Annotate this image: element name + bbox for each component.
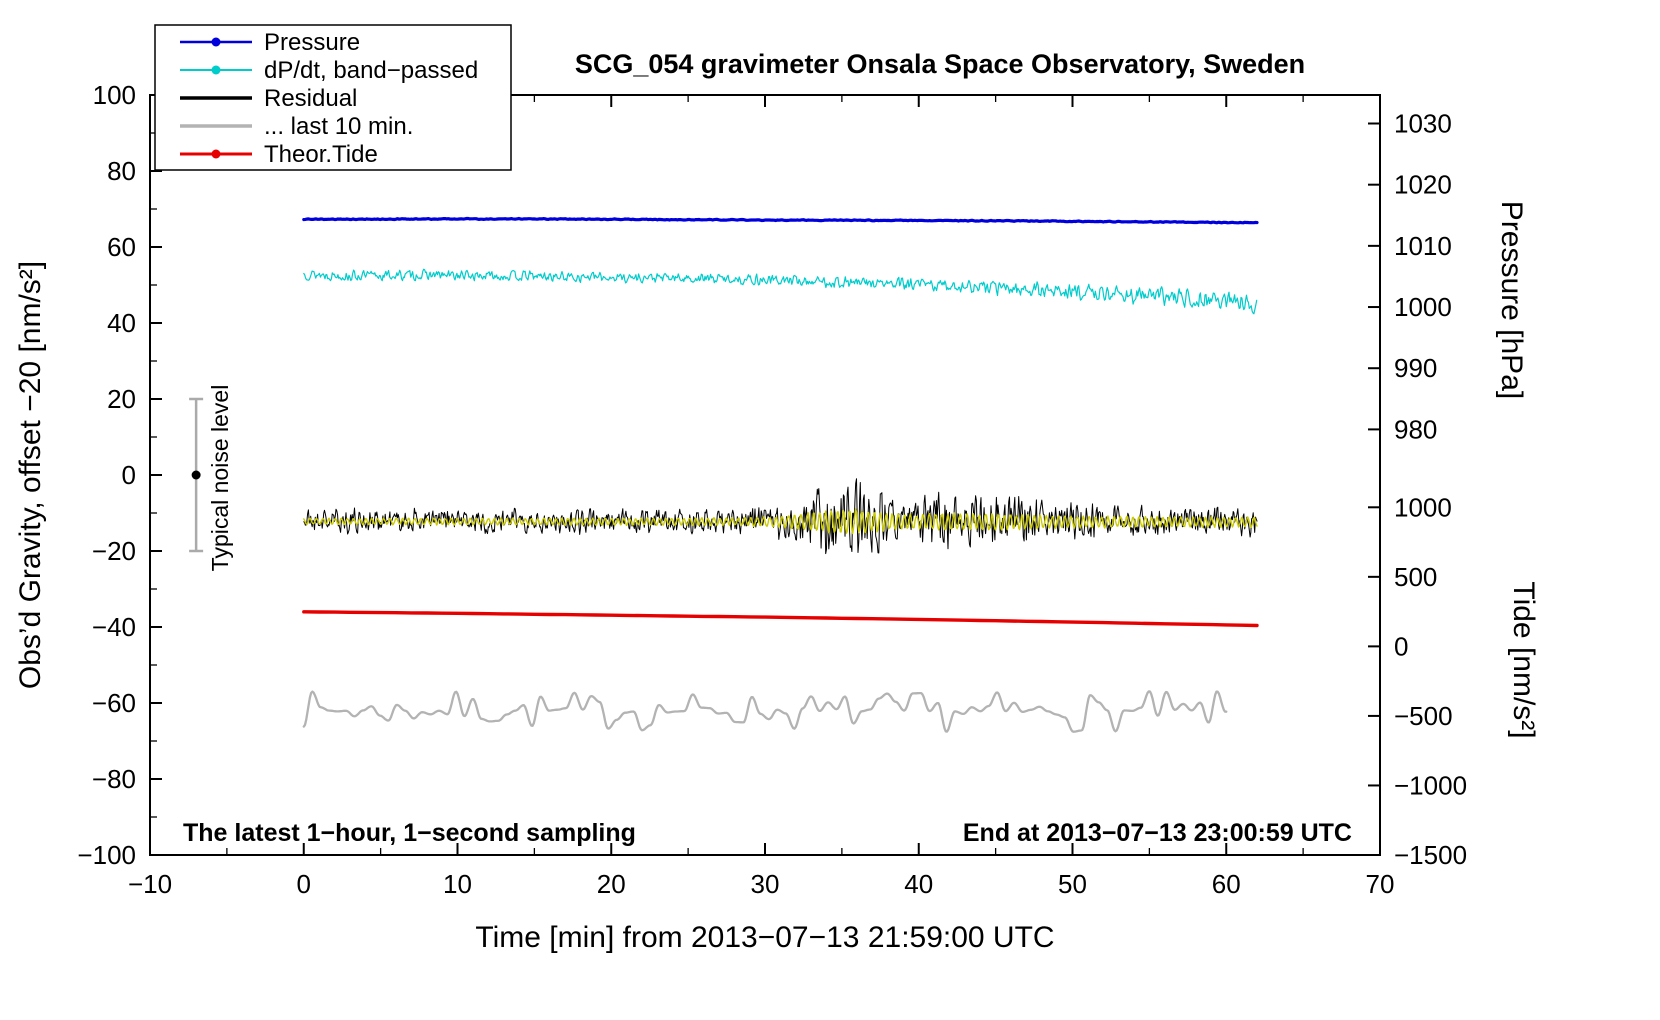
legend-dot-marker <box>211 65 221 75</box>
pressure-axis-label: Pressure [hPa] <box>1495 201 1528 399</box>
pressure-tick-label: 1010 <box>1394 231 1452 261</box>
series-last-10-min <box>302 690 1228 733</box>
chart-title: SCG_054 gravimeter Onsala Space Observat… <box>575 49 1305 79</box>
legend-item-label: Pressure <box>264 29 360 56</box>
series-pressure <box>302 216 1259 225</box>
x-tick-label: 30 <box>751 869 780 899</box>
noise-errorbar-dot <box>191 470 201 480</box>
legend-dot-marker <box>211 37 221 47</box>
tide-tick-label: −500 <box>1394 701 1453 731</box>
legend-item-label: Theor.Tide <box>264 141 378 168</box>
legend-item-label: Residual <box>264 85 357 112</box>
y-tick-label: −20 <box>92 536 136 566</box>
legend-item-label: dP/dt, band−passed <box>264 57 478 84</box>
y-tick-label: 0 <box>122 460 136 490</box>
y-axis-label-left: Obs’d Gravity, offset −20 [nm/s²] <box>14 261 47 689</box>
legend-dot-marker <box>211 149 221 159</box>
pressure-tick-label: 1030 <box>1394 109 1452 139</box>
y-tick-label: 20 <box>107 384 136 414</box>
x-tick-label: 40 <box>904 869 933 899</box>
y-tick-label: −100 <box>77 840 136 870</box>
series-theor-tide <box>302 610 1259 628</box>
legend-item-label: ... last 10 min. <box>264 113 413 140</box>
x-tick-label: 0 <box>297 869 311 899</box>
x-tick-label: 70 <box>1366 869 1395 899</box>
series-residual <box>303 478 1258 555</box>
pressure-tick-label: 1000 <box>1394 292 1452 322</box>
noise-level-label: Typical noise level <box>207 385 233 572</box>
tide-tick-label: −1000 <box>1394 770 1467 800</box>
tide-tick-label: 0 <box>1394 631 1408 661</box>
noise-errorbar <box>189 397 204 553</box>
x-tick-label: −10 <box>128 869 172 899</box>
y-tick-label: 100 <box>93 80 136 110</box>
pressure-tick-label: 990 <box>1394 353 1437 383</box>
tide-tick-label: 1000 <box>1394 492 1452 522</box>
x-tick-label: 60 <box>1212 869 1241 899</box>
annotation-sampling: The latest 1−hour, 1−second sampling <box>183 819 636 847</box>
y-tick-label: −60 <box>92 688 136 718</box>
x-tick-label: 50 <box>1058 869 1087 899</box>
tide-axis-label: Tide [nm/s²] <box>1507 581 1540 738</box>
y-tick-label: −40 <box>92 612 136 642</box>
tide-tick-label: 500 <box>1394 562 1437 592</box>
axis-ticks <box>149 94 1381 856</box>
series-residual-band-passed <box>303 508 1258 535</box>
x-tick-label: 10 <box>443 869 472 899</box>
y-tick-label: 80 <box>107 156 136 186</box>
y-tick-label: −80 <box>92 764 136 794</box>
pressure-tick-label: 980 <box>1394 414 1437 444</box>
y-tick-label: 40 <box>107 308 136 338</box>
x-axis-label: Time [min] from 2013−07−13 21:59:00 UTC <box>475 921 1054 954</box>
tide-tick-label: −1500 <box>1394 840 1467 870</box>
series-dpdt-band-passed <box>303 268 1258 315</box>
annotation-end-time: End at 2013−07−13 23:00:59 UTC <box>963 819 1352 847</box>
x-tick-label: 20 <box>597 869 626 899</box>
pressure-tick-label: 1020 <box>1394 170 1452 200</box>
y-tick-label: 60 <box>107 232 136 262</box>
